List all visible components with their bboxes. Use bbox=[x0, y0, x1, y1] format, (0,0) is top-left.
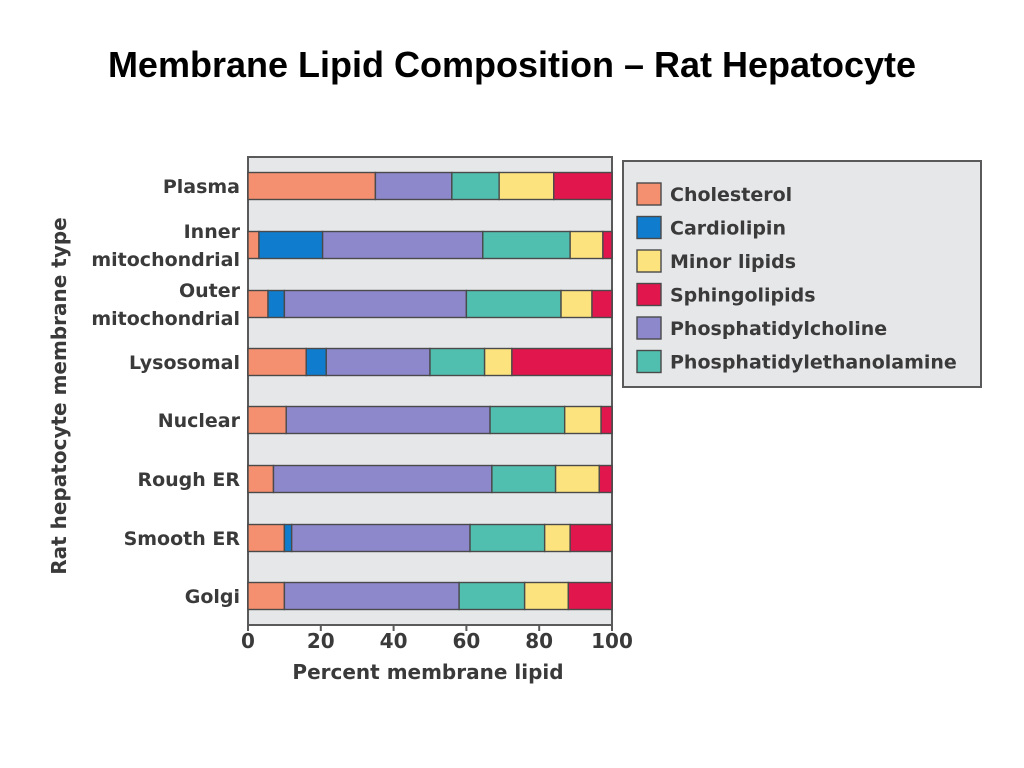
bar-segment-rough-er-sphingolipids bbox=[598, 464, 613, 494]
bar-segment-outer-mitochondrial-cardiolipin bbox=[267, 289, 286, 319]
category-label-rough-er: Rough ER bbox=[137, 469, 240, 491]
legend-label-cardiolipin: Cardiolipin bbox=[670, 218, 786, 240]
x-tick-label-0: 0 bbox=[241, 629, 255, 653]
legend-label-sphingolipids: Sphingolipids bbox=[670, 285, 816, 307]
bar-segment-inner-mitochondrial-sphingolipids bbox=[602, 230, 613, 260]
legend: Cholesterol Cardiolipin Minor lipids Sphing… bbox=[622, 160, 982, 388]
category-label-inner-mitochondrial-line1: Inner bbox=[184, 221, 241, 243]
category-label-outer-mitochondrial-line2: mitochondrial bbox=[91, 308, 240, 330]
legend-swatch-minor-lipids bbox=[636, 249, 662, 273]
bar-segment-smooth-er-phosphatidylethanolamine bbox=[469, 523, 546, 553]
legend-swatch-cholesterol bbox=[636, 182, 662, 206]
bar-segment-nuclear-phosphatidylethanolamine bbox=[489, 405, 566, 435]
bar-segment-lysosomal-minor-lipids bbox=[483, 347, 513, 377]
bar-segment-nuclear-sphingolipids bbox=[600, 405, 613, 435]
bar-segment-nuclear-minor-lipids bbox=[563, 405, 602, 435]
bar-segment-nuclear-phosphatidylcholine bbox=[285, 405, 491, 435]
bar-segment-nuclear-cholesterol bbox=[247, 405, 287, 435]
y-axis-title: Rat hepatocyte membrane type bbox=[47, 217, 71, 574]
slide-title: Membrane Lipid Composition – Rat Hepatoc… bbox=[107, 44, 917, 85]
legend-swatch-phosphatidylethanolamine bbox=[636, 349, 662, 374]
legend-swatch-cardiolipin bbox=[636, 215, 662, 240]
legend-swatch-sphingolipids bbox=[636, 282, 662, 307]
bar-segment-rough-er-cholesterol bbox=[247, 464, 275, 494]
category-labels: Plasma Inner mitochondrial Outer mitochondri… bbox=[91, 176, 240, 608]
bar-segment-lysosomal-phosphatidylethanolamine bbox=[429, 347, 486, 377]
bar-segment-golgi-phosphatidylethanolamine bbox=[458, 581, 526, 611]
bar-segment-plasma-phosphatidylcholine bbox=[374, 171, 453, 201]
legend-label-cholesterol: Cholesterol bbox=[670, 184, 792, 206]
bar-segment-smooth-er-cholesterol bbox=[247, 523, 286, 553]
bar-segment-outer-mitochondrial-sphingolipids bbox=[591, 289, 613, 319]
legend-swatch-phosphatidylcholine bbox=[636, 316, 662, 340]
bar-segment-outer-mitochondrial-phosphatidylcholine bbox=[283, 289, 468, 319]
x-tick-label-20: 20 bbox=[307, 629, 335, 653]
bar-segment-lysosomal-cholesterol bbox=[247, 347, 307, 377]
bar-segment-inner-mitochondrial-phosphatidylcholine bbox=[321, 230, 484, 260]
bar-segment-inner-mitochondrial-minor-lipids bbox=[569, 230, 604, 260]
bar-segment-inner-mitochondrial-cholesterol bbox=[247, 230, 260, 260]
bar-segment-golgi-cholesterol bbox=[247, 581, 286, 611]
bar-segment-plasma-sphingolipids bbox=[553, 171, 613, 201]
legend-label-phosphatidylethanolamine: Phosphatidylethanolamine bbox=[670, 352, 957, 374]
legend-label-minor-lipids: Minor lipids bbox=[670, 251, 796, 273]
bar-segment-smooth-er-sphingolipids bbox=[569, 523, 613, 553]
bar-segment-lysosomal-cardiolipin bbox=[305, 347, 327, 377]
bar-segment-rough-er-phosphatidylethanolamine bbox=[491, 464, 557, 494]
bar-segment-plasma-minor-lipids bbox=[498, 171, 555, 201]
legend-label-phosphatidylcholine: Phosphatidylcholine bbox=[670, 318, 887, 340]
plot-area bbox=[247, 156, 613, 626]
category-label-golgi: Golgi bbox=[185, 586, 240, 608]
category-label-lysosomal: Lysosomal bbox=[129, 352, 240, 374]
x-tick-label-100: 100 bbox=[591, 629, 633, 653]
category-label-plasma: Plasma bbox=[163, 176, 240, 198]
bar-segment-outer-mitochondrial-cholesterol bbox=[247, 289, 269, 319]
bar-segment-outer-mitochondrial-phosphatidylethanolamine bbox=[465, 289, 562, 319]
bar-segment-plasma-phosphatidylethanolamine bbox=[451, 171, 500, 201]
category-label-smooth-er: Smooth ER bbox=[124, 528, 241, 550]
bar-segment-inner-mitochondrial-phosphatidylethanolamine bbox=[482, 230, 571, 260]
category-label-nuclear: Nuclear bbox=[158, 410, 241, 432]
bar-segment-outer-mitochondrial-minor-lipids bbox=[560, 289, 593, 319]
x-tick-label-80: 80 bbox=[525, 629, 553, 653]
category-label-outer-mitochondrial-line1: Outer bbox=[179, 280, 241, 302]
legend-items: Cholesterol Cardiolipin Minor lipids Sphing… bbox=[636, 182, 957, 374]
bar-segment-lysosomal-phosphatidylcholine bbox=[325, 347, 431, 377]
category-label-inner-mitochondrial-line2: mitochondrial bbox=[91, 249, 240, 271]
bar-segment-smooth-er-phosphatidylcholine bbox=[290, 523, 471, 553]
x-tick-label-60: 60 bbox=[452, 629, 480, 653]
bar-segment-smooth-er-cardiolipin bbox=[283, 523, 293, 553]
x-axis-ticks: 0 20 40 60 80 100 bbox=[241, 625, 633, 653]
bar-segment-golgi-minor-lipids bbox=[523, 581, 570, 611]
bar-segment-golgi-sphingolipids bbox=[567, 581, 613, 611]
x-axis-title: Percent membrane lipid bbox=[292, 660, 563, 684]
bar-segment-lysosomal-sphingolipids bbox=[511, 347, 613, 377]
bar-segment-plasma-cholesterol bbox=[247, 171, 377, 201]
bar-segment-inner-mitochondrial-cardiolipin bbox=[258, 230, 324, 260]
x-tick-label-40: 40 bbox=[380, 629, 408, 653]
legend-box bbox=[622, 160, 982, 388]
bar-segment-smooth-er-minor-lipids bbox=[543, 523, 571, 553]
bar-segment-golgi-phosphatidylcholine bbox=[283, 581, 460, 611]
bar-segment-rough-er-minor-lipids bbox=[554, 464, 600, 494]
bar-segment-rough-er-phosphatidylcholine bbox=[272, 464, 493, 494]
bars-group bbox=[247, 171, 613, 611]
